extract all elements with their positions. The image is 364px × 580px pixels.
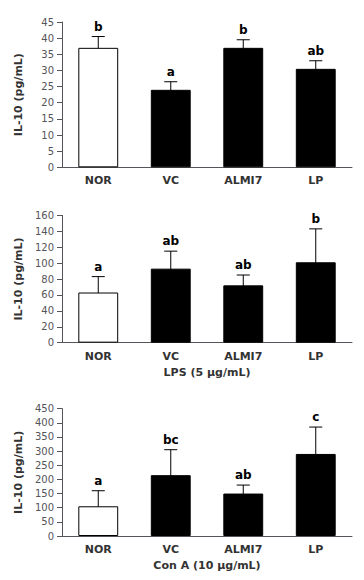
- svg-text:NOR: NOR: [85, 543, 113, 556]
- svg-text:400: 400: [35, 417, 54, 428]
- svg-text:200: 200: [35, 474, 54, 485]
- svg-text:250: 250: [35, 460, 54, 471]
- svg-text:VC: VC: [162, 350, 179, 363]
- svg-text:ab: ab: [235, 258, 252, 272]
- svg-text:100: 100: [35, 502, 54, 513]
- svg-text:b: b: [239, 23, 248, 37]
- svg-text:ab: ab: [162, 234, 179, 248]
- svg-text:45: 45: [41, 17, 54, 28]
- svg-text:VC: VC: [162, 174, 179, 187]
- svg-text:30: 30: [41, 65, 54, 76]
- svg-text:ALMI7: ALMI7: [224, 350, 262, 363]
- svg-text:40: 40: [41, 305, 54, 316]
- svg-text:LP: LP: [308, 174, 323, 187]
- svg-text:10: 10: [41, 130, 54, 141]
- svg-text:0: 0: [48, 531, 54, 542]
- svg-text:20: 20: [41, 321, 54, 332]
- svg-text:25: 25: [41, 81, 54, 92]
- svg-text:160: 160: [35, 210, 54, 221]
- svg-text:60: 60: [41, 289, 54, 300]
- svg-text:0: 0: [48, 162, 54, 173]
- svg-text:300: 300: [35, 446, 54, 457]
- svg-text:ab: ab: [307, 44, 324, 58]
- svg-text:IL-10 (pg/mL): IL-10 (pg/mL): [12, 237, 25, 320]
- svg-text:b: b: [94, 20, 103, 34]
- svg-text:IL-10 (pg/mL): IL-10 (pg/mL): [12, 431, 25, 514]
- svg-text:NOR: NOR: [85, 350, 113, 363]
- svg-text:350: 350: [35, 431, 54, 442]
- svg-text:a: a: [94, 474, 102, 488]
- svg-text:ALMI7: ALMI7: [224, 543, 262, 556]
- svg-text:20: 20: [41, 97, 54, 108]
- svg-text:0: 0: [48, 337, 54, 348]
- svg-text:140: 140: [35, 226, 54, 237]
- svg-text:ab: ab: [235, 468, 252, 482]
- svg-text:c: c: [312, 410, 319, 424]
- svg-text:IL-10 (pg/mL): IL-10 (pg/mL): [12, 53, 25, 136]
- svg-text:35: 35: [41, 49, 54, 60]
- svg-text:50: 50: [41, 516, 54, 527]
- svg-text:15: 15: [41, 113, 54, 124]
- svg-text:Con A (10 μg/mL): Con A (10 μg/mL): [153, 559, 260, 572]
- svg-text:bc: bc: [163, 433, 179, 447]
- svg-text:a: a: [167, 65, 175, 79]
- svg-text:b: b: [311, 212, 320, 226]
- svg-text:80: 80: [41, 274, 54, 285]
- svg-text:LPS (5 μg/mL): LPS (5 μg/mL): [164, 366, 251, 379]
- svg-text:150: 150: [35, 488, 54, 499]
- svg-text:100: 100: [35, 258, 54, 269]
- svg-text:LP: LP: [308, 350, 323, 363]
- svg-text:ALMI7: ALMI7: [224, 174, 262, 187]
- svg-text:5: 5: [48, 146, 54, 157]
- svg-text:a: a: [94, 260, 102, 274]
- svg-text:450: 450: [35, 403, 54, 414]
- svg-text:VC: VC: [162, 543, 179, 556]
- svg-text:LP: LP: [308, 543, 323, 556]
- svg-text:120: 120: [35, 242, 54, 253]
- svg-text:40: 40: [41, 33, 54, 44]
- svg-text:NOR: NOR: [85, 174, 113, 187]
